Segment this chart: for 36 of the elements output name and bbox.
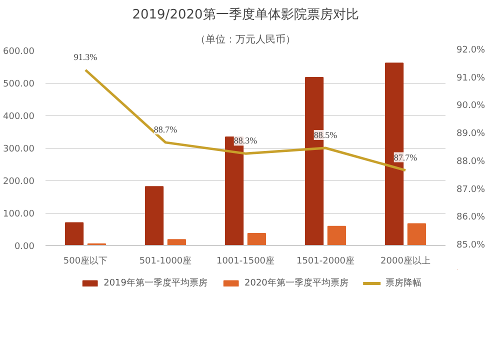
bar [145, 186, 164, 246]
data-label: 91.3% [74, 52, 98, 62]
data-label: 88.5% [314, 130, 338, 140]
legend-label: 票房降幅 [385, 277, 422, 290]
x-tick-label: 1001-1500座 [216, 256, 275, 266]
data-label: 87.7% [394, 152, 418, 162]
y2-tick-label: 90.0% [456, 101, 486, 112]
y2-tick-label: 86.0% [456, 212, 486, 223]
y2-tick-label: 85.0% [456, 240, 486, 250]
data-label: 88.3% [234, 136, 258, 146]
y-tick-label: 200.00 [3, 177, 35, 187]
x-tick-label: 2000座以上 [380, 256, 430, 266]
y-tick-label: 400.00 [3, 112, 35, 122]
y2-tick-label: 91.0% [456, 73, 486, 84]
chart-subtitle: （单位：万元人民币） [196, 34, 296, 46]
y-tick-label: 300.00 [3, 144, 35, 154]
y2-tick-label: 92.0% [456, 46, 486, 56]
chart-title: 2019/2020第一季度单体影院票房对比 [132, 6, 359, 22]
bar [65, 222, 84, 246]
data-label: 88.7% [154, 124, 178, 134]
legend-label: 2020年第一季度平均票房 [244, 277, 348, 290]
bar [327, 226, 346, 246]
bar [407, 223, 426, 246]
bar [247, 232, 266, 246]
x-tick-label: 501-1000座 [139, 256, 192, 266]
y-tick-label: 100.00 [3, 210, 35, 220]
y2-tick-label: 87.0% [456, 184, 486, 195]
y-tick-label: 500.00 [3, 80, 35, 90]
x-tick-label: 500座以下 [63, 256, 108, 266]
y-tick-label: 600.00 [3, 47, 35, 57]
y2-tick-label: 88.0% [456, 156, 486, 167]
legend-label: 2019年第一季度平均票房 [104, 277, 208, 290]
bar [167, 239, 186, 246]
y-tick-label: 0.00 [14, 242, 35, 252]
y2-tick-label: 89.0% [456, 129, 486, 140]
x-tick-label: 1501-2000座 [296, 256, 355, 266]
